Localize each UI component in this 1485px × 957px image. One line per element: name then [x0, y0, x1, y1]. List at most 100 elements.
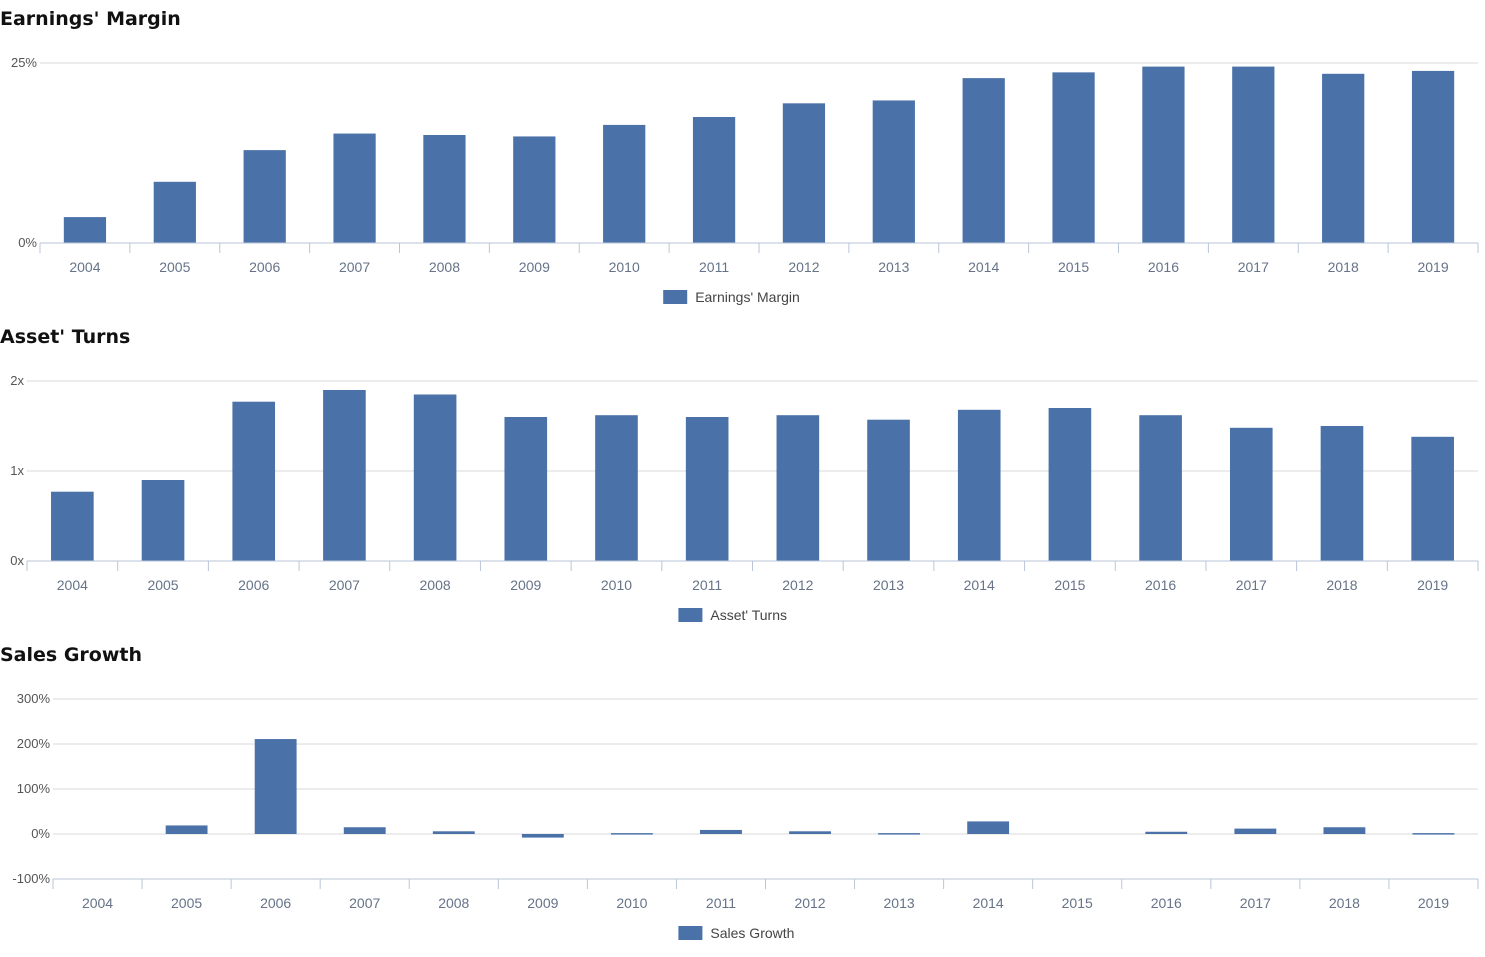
- earnings-margin-title: Earnings' Margin: [0, 8, 181, 30]
- bar-2009: [513, 136, 556, 243]
- bar-2006: [254, 739, 297, 834]
- bar-2015: [1052, 72, 1095, 243]
- x-tick-label: 2017: [1238, 259, 1269, 275]
- bar-2005: [141, 480, 185, 561]
- bar-2012: [789, 831, 831, 834]
- x-tick-label: 2007: [339, 259, 370, 275]
- bar-2004: [63, 217, 107, 243]
- x-tick-label: 2017: [1236, 577, 1267, 593]
- legend-label: Sales Growth: [710, 925, 794, 941]
- x-tick-label: 2015: [1062, 895, 1093, 911]
- x-tick-label: 2005: [171, 895, 202, 911]
- x-tick-label: 2010: [609, 259, 640, 275]
- legend-swatch: [678, 926, 703, 940]
- y-tick-label: 25%: [11, 55, 37, 70]
- sales-growth-chart: -100% 0% 100% 200% 300% 2004 2005 2006 2007 2008 2…: [12, 691, 1479, 941]
- x-tick-label: 2012: [788, 259, 819, 275]
- bar-2011: [685, 417, 729, 561]
- bar-2011: [700, 829, 742, 834]
- x-tick-label: 2006: [249, 259, 280, 275]
- x-tick-label: 2014: [968, 259, 999, 275]
- bar-2012: [782, 103, 826, 243]
- x-tick-label: 2016: [1151, 895, 1182, 911]
- bar-2016: [1139, 415, 1182, 561]
- x-tick-label: 2005: [159, 259, 190, 275]
- x-tick-label: 2007: [329, 577, 360, 593]
- asset-turns-chart: 0x 1x 2x 2004 2005 2006 2007 2008 2009 2010 2011 20…: [10, 373, 1479, 623]
- bar-2019: [1411, 70, 1455, 243]
- x-tick-label: 2016: [1145, 577, 1176, 593]
- bar-2007: [323, 390, 366, 561]
- bar-2018: [1320, 426, 1364, 561]
- x-tick-label: 2015: [1058, 259, 1089, 275]
- bar-2008: [423, 135, 466, 243]
- x-tick-label: 2018: [1326, 577, 1357, 593]
- x-tick-label: 2010: [616, 895, 647, 911]
- x-tick-label: 2004: [57, 577, 88, 593]
- y-tick-label: 0%: [18, 235, 37, 250]
- y-tick-label: 0%: [31, 826, 50, 841]
- bar-2018: [1323, 827, 1366, 834]
- x-tick-label: 2011: [699, 259, 729, 275]
- bar-2007: [333, 133, 376, 243]
- bar-2019: [1412, 833, 1455, 835]
- bar-2011: [692, 117, 736, 243]
- bar-2013: [878, 833, 921, 835]
- x-tick-label: 2008: [420, 577, 451, 593]
- bar-2007: [343, 827, 386, 834]
- x-tick-label: 2009: [510, 577, 541, 593]
- x-tick-label: 2014: [964, 577, 995, 593]
- y-tick-label: 2x: [10, 373, 24, 388]
- bar-2006: [243, 150, 286, 243]
- bar-2017: [1234, 828, 1277, 834]
- x-tick-label: 2006: [260, 895, 291, 911]
- x-tick-label: 2006: [238, 577, 269, 593]
- bar-2012: [776, 415, 820, 561]
- bar-2016: [1145, 831, 1188, 834]
- x-tick-label: 2012: [794, 895, 825, 911]
- y-tick-label: 100%: [17, 781, 51, 796]
- x-tick-label: 2008: [429, 259, 460, 275]
- x-tick-label: 2018: [1328, 259, 1359, 275]
- x-tick-label: 2011: [706, 895, 736, 911]
- x-tick-label: 2013: [873, 577, 904, 593]
- bar-2016: [1142, 66, 1185, 243]
- x-tick-label: 2017: [1240, 895, 1271, 911]
- bar-2008: [432, 831, 475, 834]
- bar-2004: [51, 491, 94, 561]
- legend-label: Earnings' Margin: [695, 289, 800, 305]
- x-tick-label: 2008: [438, 895, 469, 911]
- bar-2019: [1411, 436, 1454, 561]
- bar-2009: [521, 834, 564, 838]
- bar-2014: [967, 821, 1010, 834]
- bar-2008: [413, 394, 457, 561]
- x-tick-label: 2010: [601, 577, 632, 593]
- x-tick-label: 2018: [1329, 895, 1360, 911]
- x-tick-label: 2009: [519, 259, 550, 275]
- bar-2014: [957, 409, 1001, 561]
- bar-2010: [603, 124, 646, 243]
- bar-2005: [165, 825, 208, 834]
- bar-2017: [1229, 427, 1273, 561]
- x-tick-label: 2009: [527, 895, 558, 911]
- x-tick-label: 2019: [1418, 895, 1449, 911]
- y-tick-label: 0x: [10, 553, 24, 568]
- y-tick-label: 200%: [17, 736, 51, 751]
- asset-turns-title: Asset' Turns: [0, 326, 131, 348]
- bar-2013: [872, 100, 915, 243]
- x-tick-label: 2019: [1417, 259, 1448, 275]
- x-tick-label: 2005: [147, 577, 178, 593]
- bar-2010: [610, 833, 653, 835]
- x-tick-label: 2019: [1417, 577, 1448, 593]
- y-tick-label: 300%: [17, 691, 51, 706]
- x-tick-label: 2004: [69, 259, 100, 275]
- x-tick-label: 2014: [973, 895, 1004, 911]
- bar-2006: [232, 401, 276, 561]
- y-tick-label: -100%: [12, 871, 50, 886]
- bar-2017: [1232, 66, 1275, 243]
- legend-swatch: [678, 608, 703, 622]
- x-tick-label: 2015: [1054, 577, 1085, 593]
- bar-2005: [153, 181, 196, 243]
- x-tick-label: 2011: [692, 577, 722, 593]
- bar-2013: [867, 419, 910, 561]
